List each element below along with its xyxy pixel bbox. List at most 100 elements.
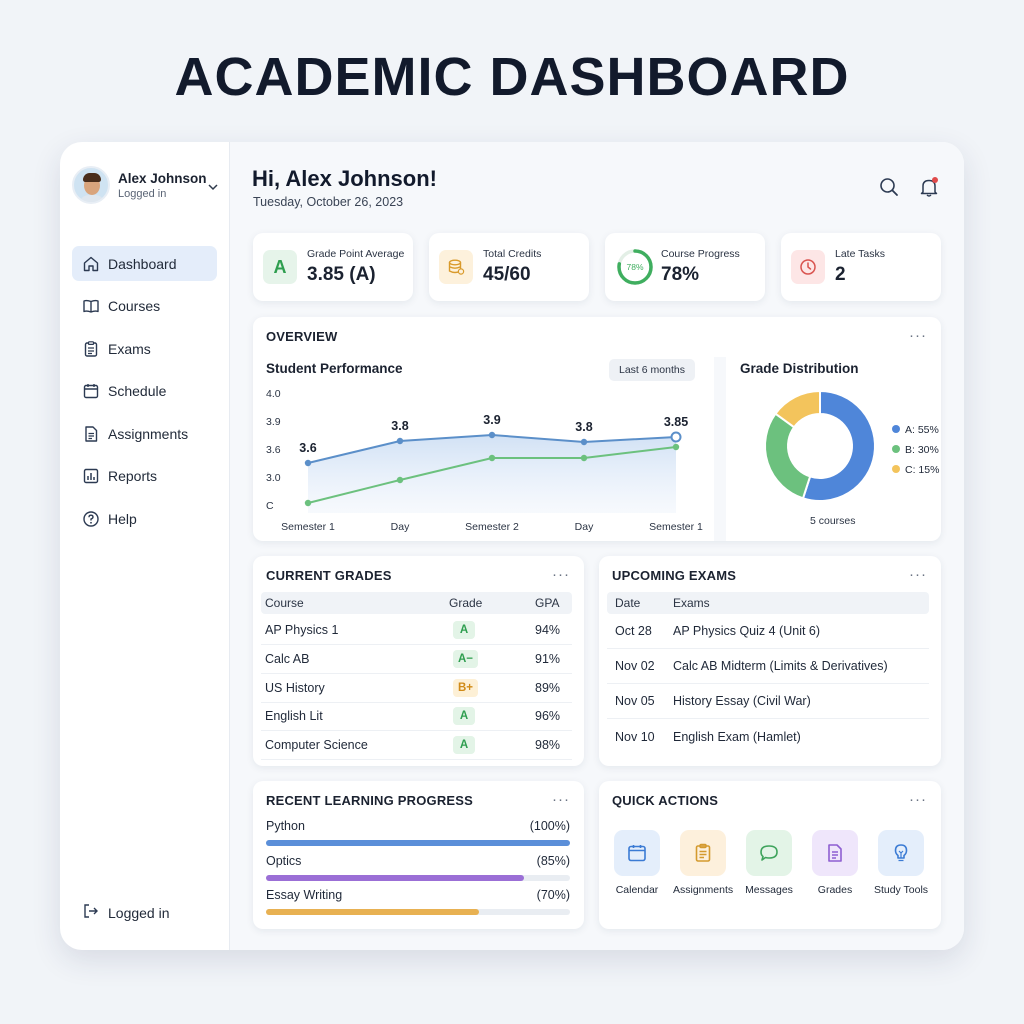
user-profile[interactable]: Alex Johnson Logged in [72, 166, 207, 204]
data-point[interactable] [396, 437, 404, 445]
quick-action-study-tools[interactable]: Study Tools [871, 830, 931, 896]
stat-label: Late Tasks [835, 248, 886, 260]
more-options-icon[interactable]: ··· [909, 566, 927, 583]
table-row[interactable]: Oct 28 AP Physics Quiz 4 (Unit 6) [607, 614, 929, 649]
quick-action-assignments[interactable]: Assignments [673, 830, 733, 896]
course-name: Computer Science [265, 738, 368, 753]
sidebar-item-label: Assignments [108, 425, 189, 442]
data-point[interactable] [670, 431, 682, 443]
logout-label: Logged in [108, 904, 170, 921]
y-tick-label: 3.9 [266, 416, 281, 428]
section-title: OVERVIEW [266, 329, 338, 344]
sidebar-item-dashboard[interactable]: Dashboard [72, 246, 217, 281]
bar-chart-icon [82, 467, 100, 485]
data-point[interactable] [672, 443, 680, 451]
calendar-icon [614, 830, 660, 876]
donut-slice[interactable] [764, 412, 812, 500]
table-row[interactable]: English Lit A 96% [261, 702, 572, 732]
sidebar-item-label: Reports [108, 468, 158, 484]
ring-label: 78% [626, 262, 643, 272]
logout-button[interactable]: Logged in [82, 902, 170, 923]
sidebar-item-reports[interactable]: Reports [72, 459, 217, 494]
y-tick-label: C [266, 500, 274, 512]
course-name: US History [265, 680, 325, 695]
donut-slice[interactable] [774, 389, 821, 429]
range-selector[interactable]: Last 6 months [609, 359, 695, 381]
legend-label: A: 55% [905, 424, 939, 436]
clipboard-icon [82, 340, 100, 358]
search-icon[interactable] [878, 176, 900, 198]
x-tick-label: Day [391, 521, 410, 533]
table-header: Date Exams [607, 592, 929, 614]
data-label: 3.8 [575, 420, 592, 434]
stat-card-progress[interactable]: 78% Course Progress 78% [605, 233, 765, 301]
table-header: Course Grade GPA [261, 592, 572, 614]
progress-percent: (85%) [536, 853, 570, 868]
distribution-footer: 5 courses [810, 515, 856, 527]
quick-action-label: Study Tools [873, 884, 929, 896]
quick-action-calendar[interactable]: Calendar [607, 830, 667, 896]
table-row[interactable]: Nov 02 Calc AB Midterm (Limits & Derivati… [607, 649, 929, 684]
quick-action-label: Grades [817, 884, 853, 896]
performance-line-chart: 4.0 3.9 3.6 3.0 C Semester 1 Day Semester 2 Day S… [266, 388, 703, 533]
notification-bell-icon[interactable] [918, 176, 940, 198]
more-options-icon[interactable]: ··· [909, 327, 927, 344]
sidebar-item-label: Dashboard [108, 255, 177, 272]
x-tick-label: Day [575, 521, 594, 533]
section-title: UPCOMING EXAMS [612, 568, 737, 583]
x-tick-label: Semester 1 [649, 521, 703, 533]
table-row[interactable]: US History B+ 89% [261, 674, 572, 703]
exam-name: History Essay (Civil War) [673, 694, 811, 708]
chevron-down-icon[interactable] [208, 182, 218, 195]
progress-percent: (100%) [529, 819, 570, 833]
grade-badge: A [453, 707, 475, 726]
stat-card-late-tasks[interactable]: Late Tasks 2 [781, 233, 941, 301]
x-tick-label: Semester 2 [465, 521, 519, 533]
series-area [308, 435, 676, 513]
donut-slice[interactable] [801, 389, 876, 502]
quick-action-label: Assignments [673, 884, 734, 896]
performance-title: Student Performance [266, 361, 403, 376]
clock-icon [791, 250, 825, 284]
main-content: Hi, Alex Johnson! Tuesday, October 26, 2… [230, 142, 964, 950]
stat-label: Total Credits [483, 248, 542, 260]
sidebar-item-label: Help [108, 510, 137, 527]
table-row[interactable]: Computer Science A 98% [261, 731, 572, 761]
data-point[interactable] [304, 459, 312, 467]
sidebar-item-schedule[interactable]: Schedule [72, 374, 217, 409]
sidebar-item-courses[interactable]: Courses [72, 289, 217, 324]
more-options-icon[interactable]: ··· [552, 566, 570, 583]
quick-action-messages[interactable]: Messages [739, 830, 799, 896]
lightbulb-icon [878, 830, 924, 876]
data-point[interactable] [304, 499, 312, 507]
calendar-icon [82, 382, 100, 400]
quick-action-grades[interactable]: Grades [805, 830, 865, 896]
sidebar-item-exams[interactable]: Exams [72, 331, 217, 366]
legend-swatch [892, 465, 900, 473]
sidebar-item-assignments[interactable]: Assignments [72, 416, 217, 451]
table-row[interactable]: Calc AB A− 91% [261, 645, 572, 674]
learning-progress-panel: RECENT LEARNING PROGRESS ··· Python (100%… [253, 781, 584, 929]
data-point[interactable] [580, 454, 588, 462]
avatar[interactable] [72, 166, 110, 204]
table-row[interactable]: AP Physics 1 A 94% [261, 616, 572, 645]
document-icon [82, 425, 100, 443]
current-grades-panel: CURRENT GRADES ··· Course Grade GPA AP P… [253, 556, 584, 766]
distribution-title: Grade Distribution [740, 361, 859, 376]
stat-card-gpa[interactable]: A Grade Point Average 3.85 (A) [253, 233, 413, 301]
more-options-icon[interactable]: ··· [552, 791, 570, 808]
data-point[interactable] [580, 438, 588, 446]
stat-card-credits[interactable]: Total Credits 45/60 [429, 233, 589, 301]
gpa-value: 94% [535, 623, 561, 637]
table-row[interactable]: Nov 10 English Exam (Hamlet) [607, 719, 929, 754]
data-point[interactable] [488, 431, 496, 439]
exam-name: Calc AB Midterm (Limits & Derivatives) [673, 659, 888, 673]
table-row[interactable]: Nov 05 History Essay (Civil War) [607, 684, 929, 719]
progress-label: Essay Writing [266, 888, 343, 902]
more-options-icon[interactable]: ··· [909, 791, 927, 808]
data-point[interactable] [396, 476, 404, 484]
progress-track [266, 840, 570, 846]
x-tick-label: Semester 1 [281, 521, 335, 533]
sidebar-item-help[interactable]: Help [72, 501, 217, 536]
data-point[interactable] [488, 454, 496, 462]
